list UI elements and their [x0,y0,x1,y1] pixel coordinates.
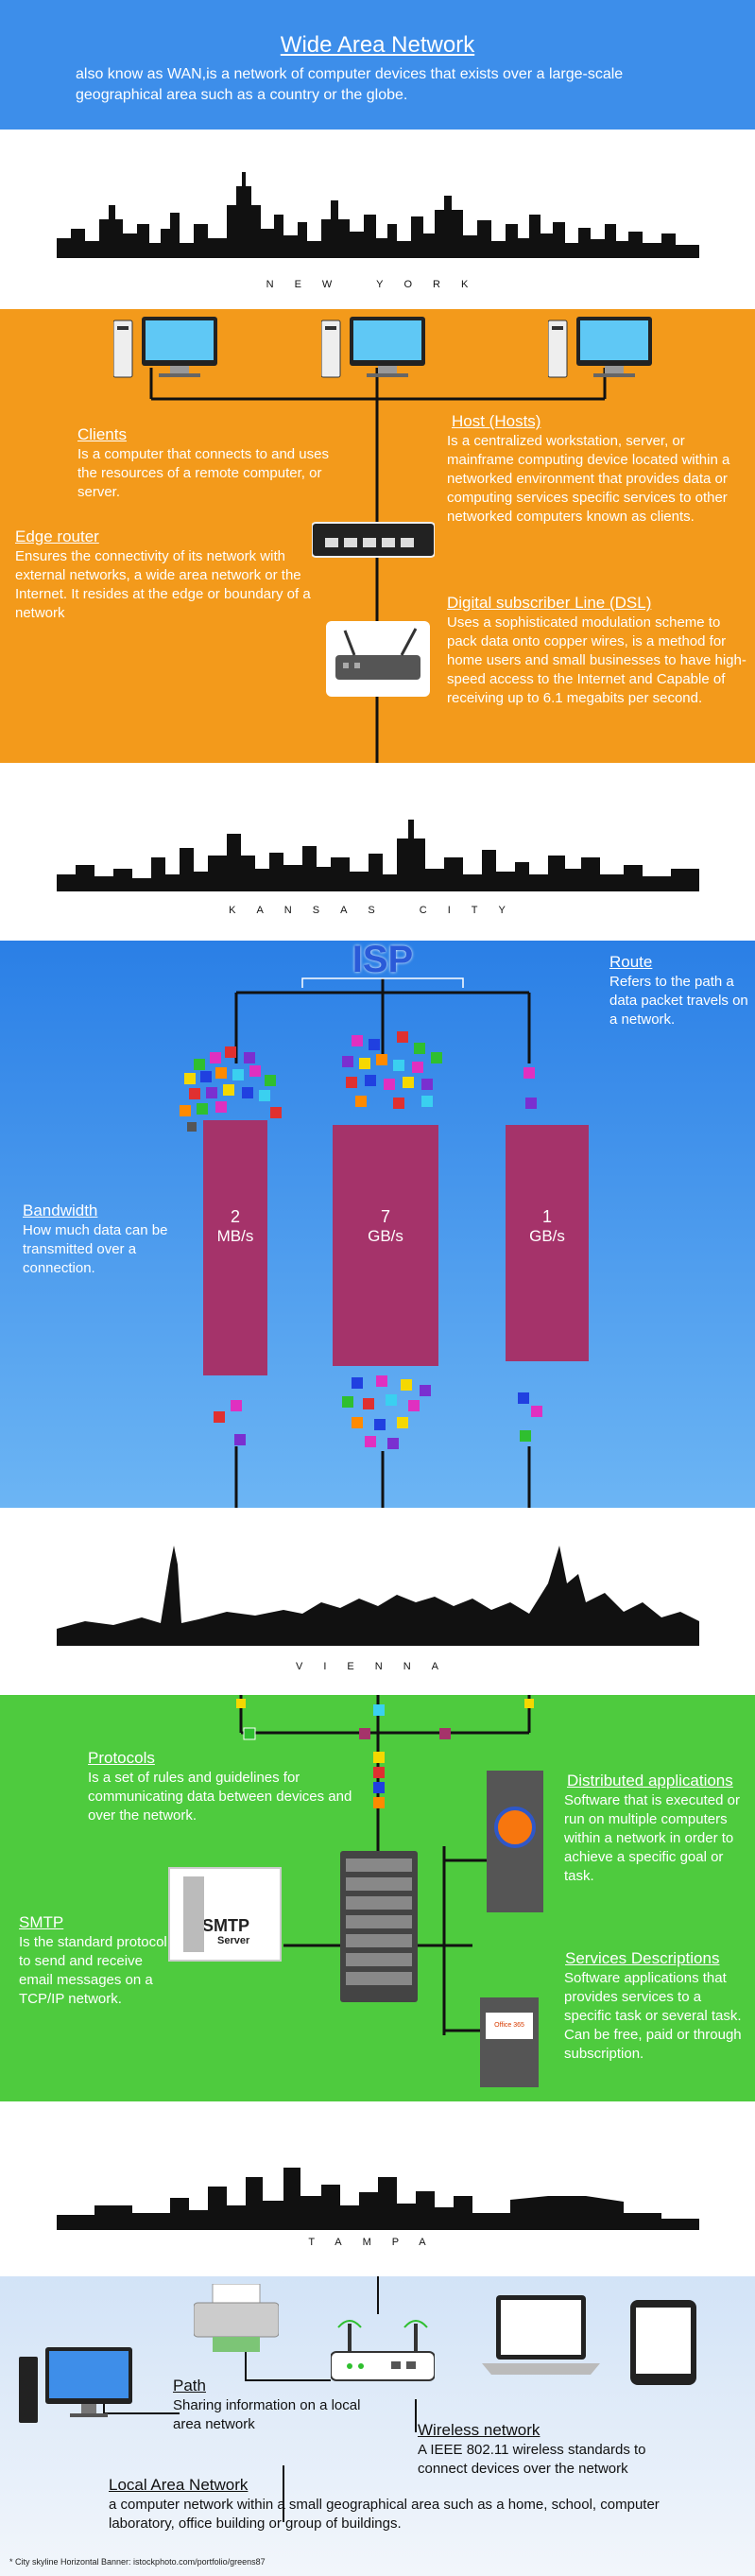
lan-desktop-icon [19,2347,132,2423]
edge-router-title: Edge router [15,527,99,545]
city-banner-tampa: TAMPA [0,2101,755,2276]
distributed-app-server-icon [487,1771,543,1912]
bandwidth-pipe-1: 2 MB/s [203,1120,267,1375]
services-desc-text: Software applications that provides serv… [564,1970,742,2062]
bandwidth-title: Bandwidth [23,1202,98,1219]
distributed-text: Software that is executed or run on mult… [564,1792,740,1884]
data-packets [180,1031,542,1449]
office-365-icon: Office 365 [486,2013,533,2039]
laptop-icon [482,2295,600,2375]
vienna-skyline-icon [57,1546,699,1646]
city-banner-new-york: NEW YORK [0,130,755,309]
dsl-modem-icon [326,621,430,697]
path-text: Sharing information on a local area netw… [173,2397,361,2432]
protocols-title: Protocols [88,1749,155,1767]
client-computer-right-icon [548,317,652,378]
pipe-2-unit: GB/s [368,1227,403,1245]
page-title: Wide Area Network [280,32,475,58]
route-text: Refers to the path a data packet travels… [609,974,748,1028]
host-text: Is a centralized workstation, server, or… [447,433,730,525]
printer-icon [194,2284,279,2352]
wireless-title: Wireless network [418,2421,541,2439]
firefox-icon [494,1807,536,1848]
protocols-text: Is a set of rules and guidelines for com… [88,1770,352,1824]
services-section: SMTP Server Office 365 Protocols Is a se… [0,1695,755,2101]
smtp-title: SMTP [19,1913,64,1931]
route-title: Route [609,953,653,971]
tampa-skyline-icon [57,2168,699,2230]
edge-router-text: Ensures the connectivity of its network … [15,548,311,621]
city-label-new-york: NEW YORK [266,279,489,290]
packets-pipe-1 [180,1046,282,1445]
pipe-3-unit: GB/s [529,1227,565,1245]
tablet-icon [630,2300,696,2385]
dsl-text: Uses a sophisticated modulation scheme t… [447,614,746,706]
bandwidth-pipe-2: 7 GB/s [333,1125,438,1366]
services-network-lines [236,1695,534,2035]
clients-text: Is a computer that connects to and uses … [77,446,329,500]
smtp-server-icon: SMTP Server [168,1867,282,1962]
kansas-city-skyline-icon [57,820,699,891]
pipe-3-value: 1 [541,1207,552,1226]
packets-pipe-2 [342,1031,442,1449]
new-york-skyline-icon [57,172,699,258]
edge-router-icon [312,522,435,558]
lan-title: Local Area Network [109,2476,249,2494]
wireless-router-icon [331,2320,435,2381]
city-label-kansas-city: KANSAS CITY [229,905,526,916]
services-desc-title: Services Descriptions [565,1949,720,1967]
server-rack-icon [340,1851,418,2002]
lan-section: Path Sharing information on a local area… [0,2276,755,2576]
pipe-2-value: 7 [380,1207,390,1226]
city-label-tampa: TAMPA [308,2237,447,2248]
smtp-icon-label: SMTP [202,1916,250,1935]
page-subtitle: also know as WAN,is a network of compute… [76,66,624,103]
isp-logo: ISP [352,941,414,980]
wan-devices-section: Clients Is a computer that connects to a… [0,309,755,763]
client-computer-icon [113,317,217,378]
smtp-text: Is the standard protocol to send and rec… [19,1934,167,2007]
bandwidth-pipe-3: 1 GB/s [506,1125,589,1361]
city-label-vienna: VIENNA [296,1661,459,1672]
host-title: Host (Hosts) [452,412,541,430]
footer-credit: * City skyline Horizontal Banner: istock… [9,2557,266,2567]
wireless-text: A IEEE 802.11 wireless standards to conn… [418,2442,646,2477]
path-title: Path [173,2377,206,2394]
distributed-title: Distributed applications [567,1772,733,1789]
header-banner: Wide Area Network also know as WAN,is a … [0,0,755,130]
packets-pipe-3 [518,1067,542,1442]
services-server-icon: Office 365 [480,1997,539,2087]
bandwidth-text: How much data can be transmitted over a … [23,1222,168,1276]
city-banner-vienna: VIENNA [0,1508,755,1695]
host-computer-icon [321,317,425,378]
isp-section: ISP Route Refers to the path a data pack… [0,941,755,1508]
lan-text: a computer network within a small geogra… [109,2497,660,2532]
pipe-1-unit: MB/s [216,1227,254,1245]
pipe-1-value: 2 [230,1207,240,1226]
clients-title: Clients [77,425,127,443]
city-banner-kansas-city: KANSAS CITY [0,763,755,941]
smtp-icon-sublabel: Server [217,1935,250,1946]
dsl-title: Digital subscriber Line (DSL) [447,594,652,612]
